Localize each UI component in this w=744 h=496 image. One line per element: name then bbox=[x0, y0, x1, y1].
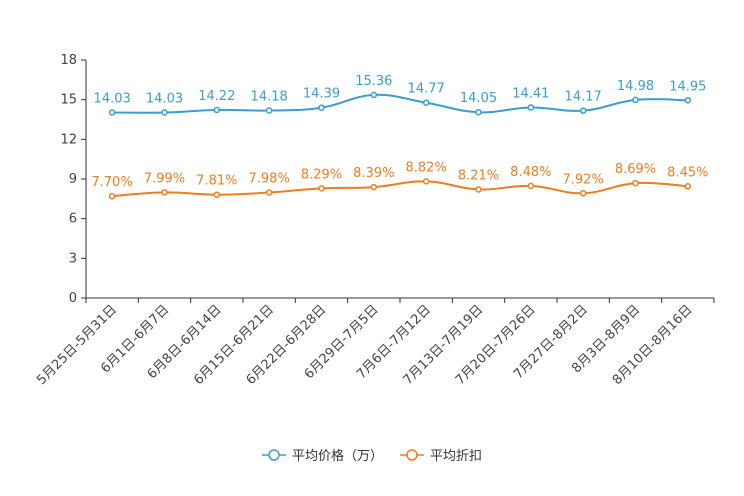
data-label: 8.21% bbox=[458, 168, 499, 183]
data-label: 14.95 bbox=[669, 79, 706, 94]
data-point[interactable] bbox=[684, 183, 692, 190]
data-point[interactable] bbox=[161, 109, 168, 116]
data-point[interactable] bbox=[475, 186, 482, 193]
data-point[interactable] bbox=[632, 179, 639, 187]
y-tick-label: 3 bbox=[69, 251, 77, 266]
y-tick-label: 9 bbox=[69, 172, 77, 187]
y-tick-label: 0 bbox=[69, 291, 77, 306]
data-label: 8.39% bbox=[353, 166, 394, 181]
data-label: 14.77 bbox=[408, 82, 445, 97]
y-ticks: 0 3 6 9 12 15 18 bbox=[60, 53, 86, 306]
data-label: 7.81% bbox=[196, 174, 237, 189]
y-tick-label: 18 bbox=[60, 53, 77, 68]
data-label: 14.18 bbox=[251, 90, 288, 105]
data-point[interactable] bbox=[475, 108, 482, 116]
series-line bbox=[112, 180, 688, 198]
data-point[interactable] bbox=[265, 189, 273, 196]
data-label: 14.22 bbox=[198, 89, 235, 104]
data-label: 14.03 bbox=[146, 91, 183, 106]
data-point[interactable] bbox=[213, 191, 221, 198]
data-label: 8.48% bbox=[510, 165, 551, 180]
data-point[interactable] bbox=[318, 185, 325, 192]
data-point[interactable] bbox=[370, 91, 378, 99]
data-point[interactable] bbox=[108, 109, 116, 116]
data-point[interactable] bbox=[422, 178, 430, 185]
data-label: 8.69% bbox=[615, 162, 656, 177]
data-label: 14.05 bbox=[460, 91, 497, 106]
data-point[interactable] bbox=[108, 192, 116, 200]
data-point[interactable] bbox=[318, 104, 325, 111]
data-point[interactable] bbox=[213, 106, 221, 114]
data-label: 14.41 bbox=[512, 86, 549, 101]
series-line bbox=[112, 93, 688, 114]
y-tick-label: 6 bbox=[69, 212, 77, 227]
data-label: 14.98 bbox=[617, 79, 654, 94]
data-point[interactable] bbox=[632, 96, 639, 104]
legend-item-1[interactable]: 平均折扣 bbox=[400, 449, 482, 464]
data-label: 8.82% bbox=[406, 160, 447, 175]
x-ticks: 5月25日-5月31日6月1日-6月7日6月8日-6月14日6月15日-6月21… bbox=[34, 298, 715, 388]
series-group: 14.03 14.03 14.22 14.18 14.39 15.36 14.77 14.05… bbox=[92, 74, 708, 200]
data-point[interactable] bbox=[527, 182, 535, 190]
data-label: 7.99% bbox=[144, 171, 185, 186]
data-point[interactable] bbox=[370, 183, 378, 191]
data-label: 8.45% bbox=[667, 165, 708, 180]
data-point[interactable] bbox=[161, 189, 168, 196]
data-point[interactable] bbox=[579, 107, 587, 114]
series-1: 7.70% 7.99% 7.81% 7.98% 8.29% 8.39% 8.82% 8.21%… bbox=[92, 160, 708, 200]
legend-marker-icon bbox=[406, 449, 418, 461]
legend: 平均价格（万） 平均折扣 bbox=[262, 448, 482, 464]
legend-item-0[interactable]: 平均价格（万） bbox=[262, 448, 383, 464]
data-label: 14.03 bbox=[94, 91, 131, 106]
data-label: 15.36 bbox=[355, 74, 392, 89]
legend-marker-icon bbox=[268, 449, 280, 461]
data-label: 14.17 bbox=[565, 90, 602, 105]
y-tick-label: 15 bbox=[60, 93, 77, 108]
legend-label: 平均折扣 bbox=[430, 449, 482, 464]
legend-label: 平均价格（万） bbox=[292, 448, 383, 464]
data-label: 8.29% bbox=[301, 167, 342, 182]
y-tick-label: 12 bbox=[60, 132, 77, 147]
data-label: 7.98% bbox=[249, 171, 290, 186]
data-point[interactable] bbox=[527, 104, 535, 111]
data-label: 7.92% bbox=[563, 172, 604, 187]
data-label: 14.39 bbox=[303, 87, 340, 102]
data-label: 7.70% bbox=[92, 175, 133, 190]
data-point[interactable] bbox=[265, 107, 273, 114]
data-point[interactable] bbox=[579, 190, 587, 197]
data-point[interactable] bbox=[684, 97, 692, 104]
series-0: 14.03 14.03 14.22 14.18 14.39 15.36 14.77 14.05… bbox=[94, 74, 706, 116]
data-point[interactable] bbox=[422, 99, 430, 106]
